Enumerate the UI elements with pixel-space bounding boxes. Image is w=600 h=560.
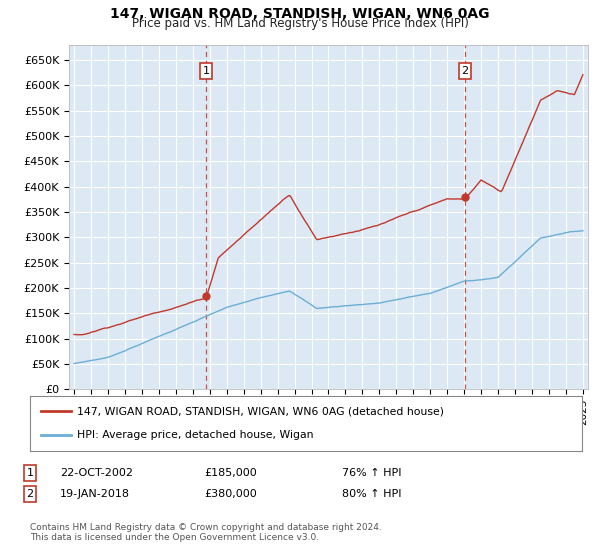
- Text: £380,000: £380,000: [204, 489, 257, 499]
- Text: 1: 1: [203, 66, 210, 76]
- Text: 147, WIGAN ROAD, STANDISH, WIGAN, WN6 0AG: 147, WIGAN ROAD, STANDISH, WIGAN, WN6 0A…: [110, 7, 490, 21]
- Text: 76% ↑ HPI: 76% ↑ HPI: [342, 468, 401, 478]
- Text: 19-JAN-2018: 19-JAN-2018: [60, 489, 130, 499]
- Text: Price paid vs. HM Land Registry's House Price Index (HPI): Price paid vs. HM Land Registry's House …: [131, 17, 469, 30]
- Text: 80% ↑ HPI: 80% ↑ HPI: [342, 489, 401, 499]
- Text: 1: 1: [26, 468, 34, 478]
- Text: 147, WIGAN ROAD, STANDISH, WIGAN, WN6 0AG (detached house): 147, WIGAN ROAD, STANDISH, WIGAN, WN6 0A…: [77, 407, 444, 416]
- Text: HPI: Average price, detached house, Wigan: HPI: Average price, detached house, Wiga…: [77, 431, 313, 440]
- Text: 2: 2: [26, 489, 34, 499]
- Text: Contains HM Land Registry data © Crown copyright and database right 2024.
This d: Contains HM Land Registry data © Crown c…: [30, 523, 382, 543]
- Text: 22-OCT-2002: 22-OCT-2002: [60, 468, 133, 478]
- Text: 2: 2: [461, 66, 469, 76]
- Text: £185,000: £185,000: [204, 468, 257, 478]
